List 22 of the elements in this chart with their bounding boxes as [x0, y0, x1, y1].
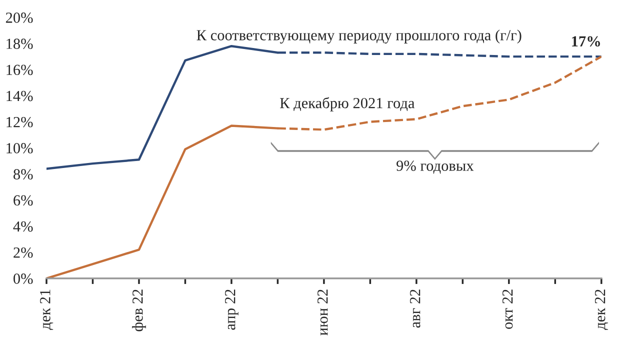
y-tick-label: 6%	[14, 195, 33, 206]
y-tick-label: 8%	[14, 169, 33, 180]
annotation: 17%	[572, 36, 600, 47]
x-tick-label: дек 22	[594, 290, 608, 330]
annotation: К соответствующему периоду прошлого года (г/г)	[196, 30, 522, 44]
y-tick-label: 4%	[13, 221, 33, 232]
x-tick-label: дек 21	[40, 290, 54, 330]
y-tick-label: 0%	[14, 274, 33, 284]
annotation: К декабрю 2021 года	[280, 97, 415, 112]
x-tick-label: апр 22	[225, 290, 238, 330]
x-tick-label: авг 22	[410, 290, 420, 328]
y-tick-label: 16%	[6, 64, 33, 76]
y-tick-label: 18%	[6, 38, 33, 49]
y-tick-label: 10%	[6, 143, 33, 154]
x-tick-label: фев 22	[132, 290, 146, 332]
x-tick-label: окт 22	[502, 290, 513, 329]
x-tick-label: июн 22	[318, 290, 328, 336]
y-tick-label: 20%	[6, 12, 33, 23]
annotation: 9% годовых	[396, 160, 474, 174]
y-tick-label: 2%	[14, 247, 33, 258]
y-tick-label: 12%	[6, 116, 33, 128]
y-tick-label: 14%	[6, 90, 33, 102]
